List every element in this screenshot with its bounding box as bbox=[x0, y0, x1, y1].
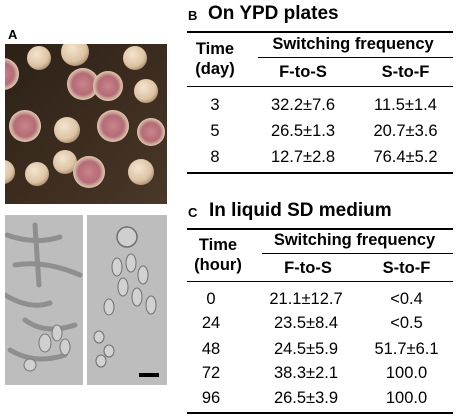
panel-c-f-to-s: 21.1±12.7 bbox=[269, 290, 343, 308]
panel-c-f-to-s: 26.5±3.9 bbox=[273, 389, 339, 407]
panel-c-top-rule bbox=[187, 228, 453, 230]
panel-b-label: B bbox=[188, 8, 198, 23]
panel-c-group-header: Switching frequency bbox=[273, 231, 436, 249]
panel-a-label: A bbox=[8, 27, 18, 42]
panel-c-s-to-f: <0.4 bbox=[390, 290, 423, 308]
panel-c-header-rule bbox=[187, 281, 453, 282]
panel-b-bottom-rule bbox=[187, 172, 453, 174]
panel-b-f-to-s: 26.5±1.3 bbox=[270, 122, 336, 140]
panel-c-group-rule bbox=[262, 253, 453, 254]
micrograph-left bbox=[5, 215, 83, 385]
panel-c-f-to-s: 38.3±2.1 bbox=[273, 364, 339, 382]
micrograph-right bbox=[87, 215, 167, 385]
colony-photo bbox=[5, 44, 167, 204]
panel-b-f-to-s: 32.2±7.6 bbox=[270, 96, 336, 114]
panel-b-header-rule bbox=[187, 86, 453, 87]
panel-b-time-header-1: Time bbox=[195, 40, 235, 58]
panel-c-time: 96 bbox=[201, 389, 221, 407]
panel-b-group-rule bbox=[258, 57, 453, 58]
scale-bar bbox=[139, 373, 159, 377]
panel-c-label: C bbox=[188, 205, 198, 220]
panel-c-time: 24 bbox=[201, 314, 221, 332]
panel-c-f-to-s: 23.5±8.4 bbox=[273, 314, 339, 332]
panel-b-time: 3 bbox=[210, 96, 220, 114]
panel-b-title: On YPD plates bbox=[208, 3, 339, 24]
panel-b-s-to-f: 11.5±1.4 bbox=[374, 96, 437, 114]
panel-c-f-to-s: 24.5±5.9 bbox=[273, 340, 339, 358]
panel-c-col1-header: F-to-S bbox=[284, 259, 332, 277]
panel-c-s-to-f: <0.5 bbox=[390, 314, 423, 332]
panel-c-time: 48 bbox=[201, 340, 221, 358]
panel-b-col1-header: F-to-S bbox=[279, 63, 327, 81]
panel-c-s-to-f: 100.0 bbox=[385, 364, 428, 382]
panel-b-col2-header: S-to-F bbox=[381, 63, 430, 81]
panel-c-s-to-f: 100.0 bbox=[385, 389, 428, 407]
panel-c-time: 72 bbox=[201, 364, 221, 382]
panel-c-bottom-rule bbox=[187, 412, 453, 414]
panel-c-time-header-1: Time bbox=[198, 236, 238, 254]
panel-b-time: 8 bbox=[210, 148, 220, 166]
panel-b-f-to-s: 12.7±2.8 bbox=[270, 148, 336, 166]
panel-b-s-to-f: 76.4±5.2 bbox=[373, 148, 438, 166]
panel-b-top-rule bbox=[187, 31, 453, 33]
panel-b-group-header: Switching frequency bbox=[272, 35, 434, 53]
panel-c-title: In liquid SD medium bbox=[209, 200, 392, 221]
panel-c-s-to-f: 51.7±6.1 bbox=[374, 340, 439, 358]
panel-c-time-header-2: (hour) bbox=[194, 256, 242, 274]
panel-c-time: 0 bbox=[206, 290, 216, 308]
panel-b-time: 5 bbox=[210, 122, 220, 140]
panel-c-col2-header: S-to-F bbox=[382, 259, 431, 277]
panel-b-s-to-f: 20.7±3.6 bbox=[373, 122, 438, 140]
panel-b-time-header-2: (day) bbox=[195, 60, 235, 78]
